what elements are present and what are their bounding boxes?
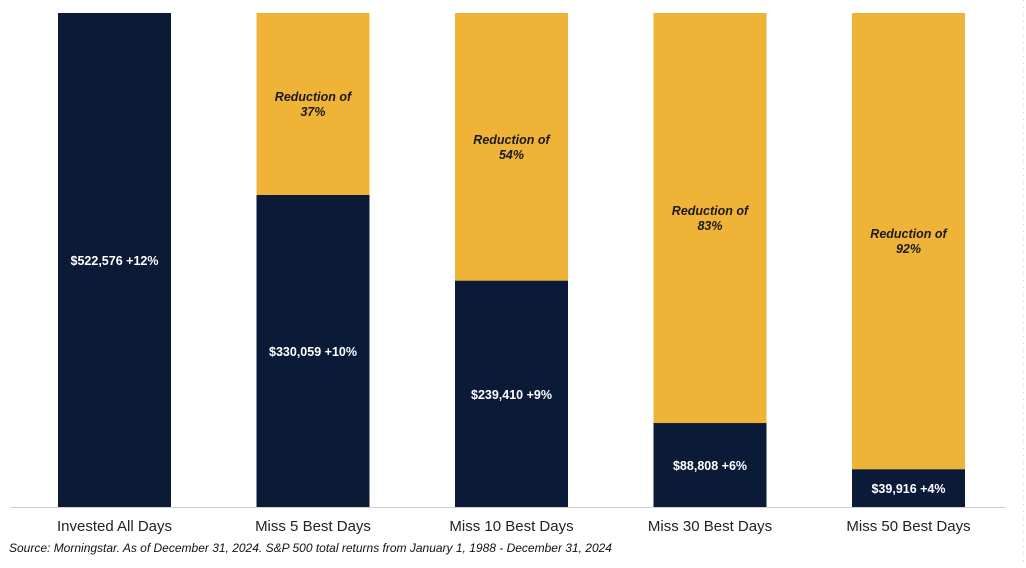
source-note: Source: Morningstar. As of December 31, … xyxy=(9,541,612,555)
category-label: Miss 5 Best Days xyxy=(255,518,371,535)
reduction-label-line1: Reduction of xyxy=(672,204,750,218)
value-bar xyxy=(455,280,568,507)
reduction-label-pct: 83% xyxy=(697,219,722,233)
value-label: $39,916 +4% xyxy=(871,482,945,496)
reduction-label-pct: 92% xyxy=(896,242,921,256)
value-bar xyxy=(852,469,965,507)
category-label: Invested All Days xyxy=(57,518,172,535)
category-label: Miss 50 Best Days xyxy=(846,518,970,535)
value-label: $239,410 +9% xyxy=(471,388,552,402)
reduction-label-line1: Reduction of xyxy=(473,133,551,147)
reduction-label-pct: 37% xyxy=(300,105,325,119)
value-label: $330,059 +10% xyxy=(269,345,357,359)
reduction-bar-segment xyxy=(653,13,767,424)
reduction-bar-segment xyxy=(852,13,965,470)
reduction-label-line1: Reduction of xyxy=(870,227,948,241)
reduction-bar-segment xyxy=(256,13,370,195)
reduction-label-pct: 54% xyxy=(499,148,524,162)
value-bar xyxy=(653,423,767,507)
value-label: $522,576 +12% xyxy=(71,254,159,268)
value-label: $88,808 +6% xyxy=(673,459,747,473)
category-label: Miss 10 Best Days xyxy=(449,518,573,535)
reduction-bar-segment xyxy=(455,13,568,281)
reduction-label-line1: Reduction of xyxy=(275,90,353,104)
category-label: Miss 30 Best Days xyxy=(648,518,772,535)
value-bar xyxy=(58,13,171,507)
value-bar xyxy=(256,194,370,507)
